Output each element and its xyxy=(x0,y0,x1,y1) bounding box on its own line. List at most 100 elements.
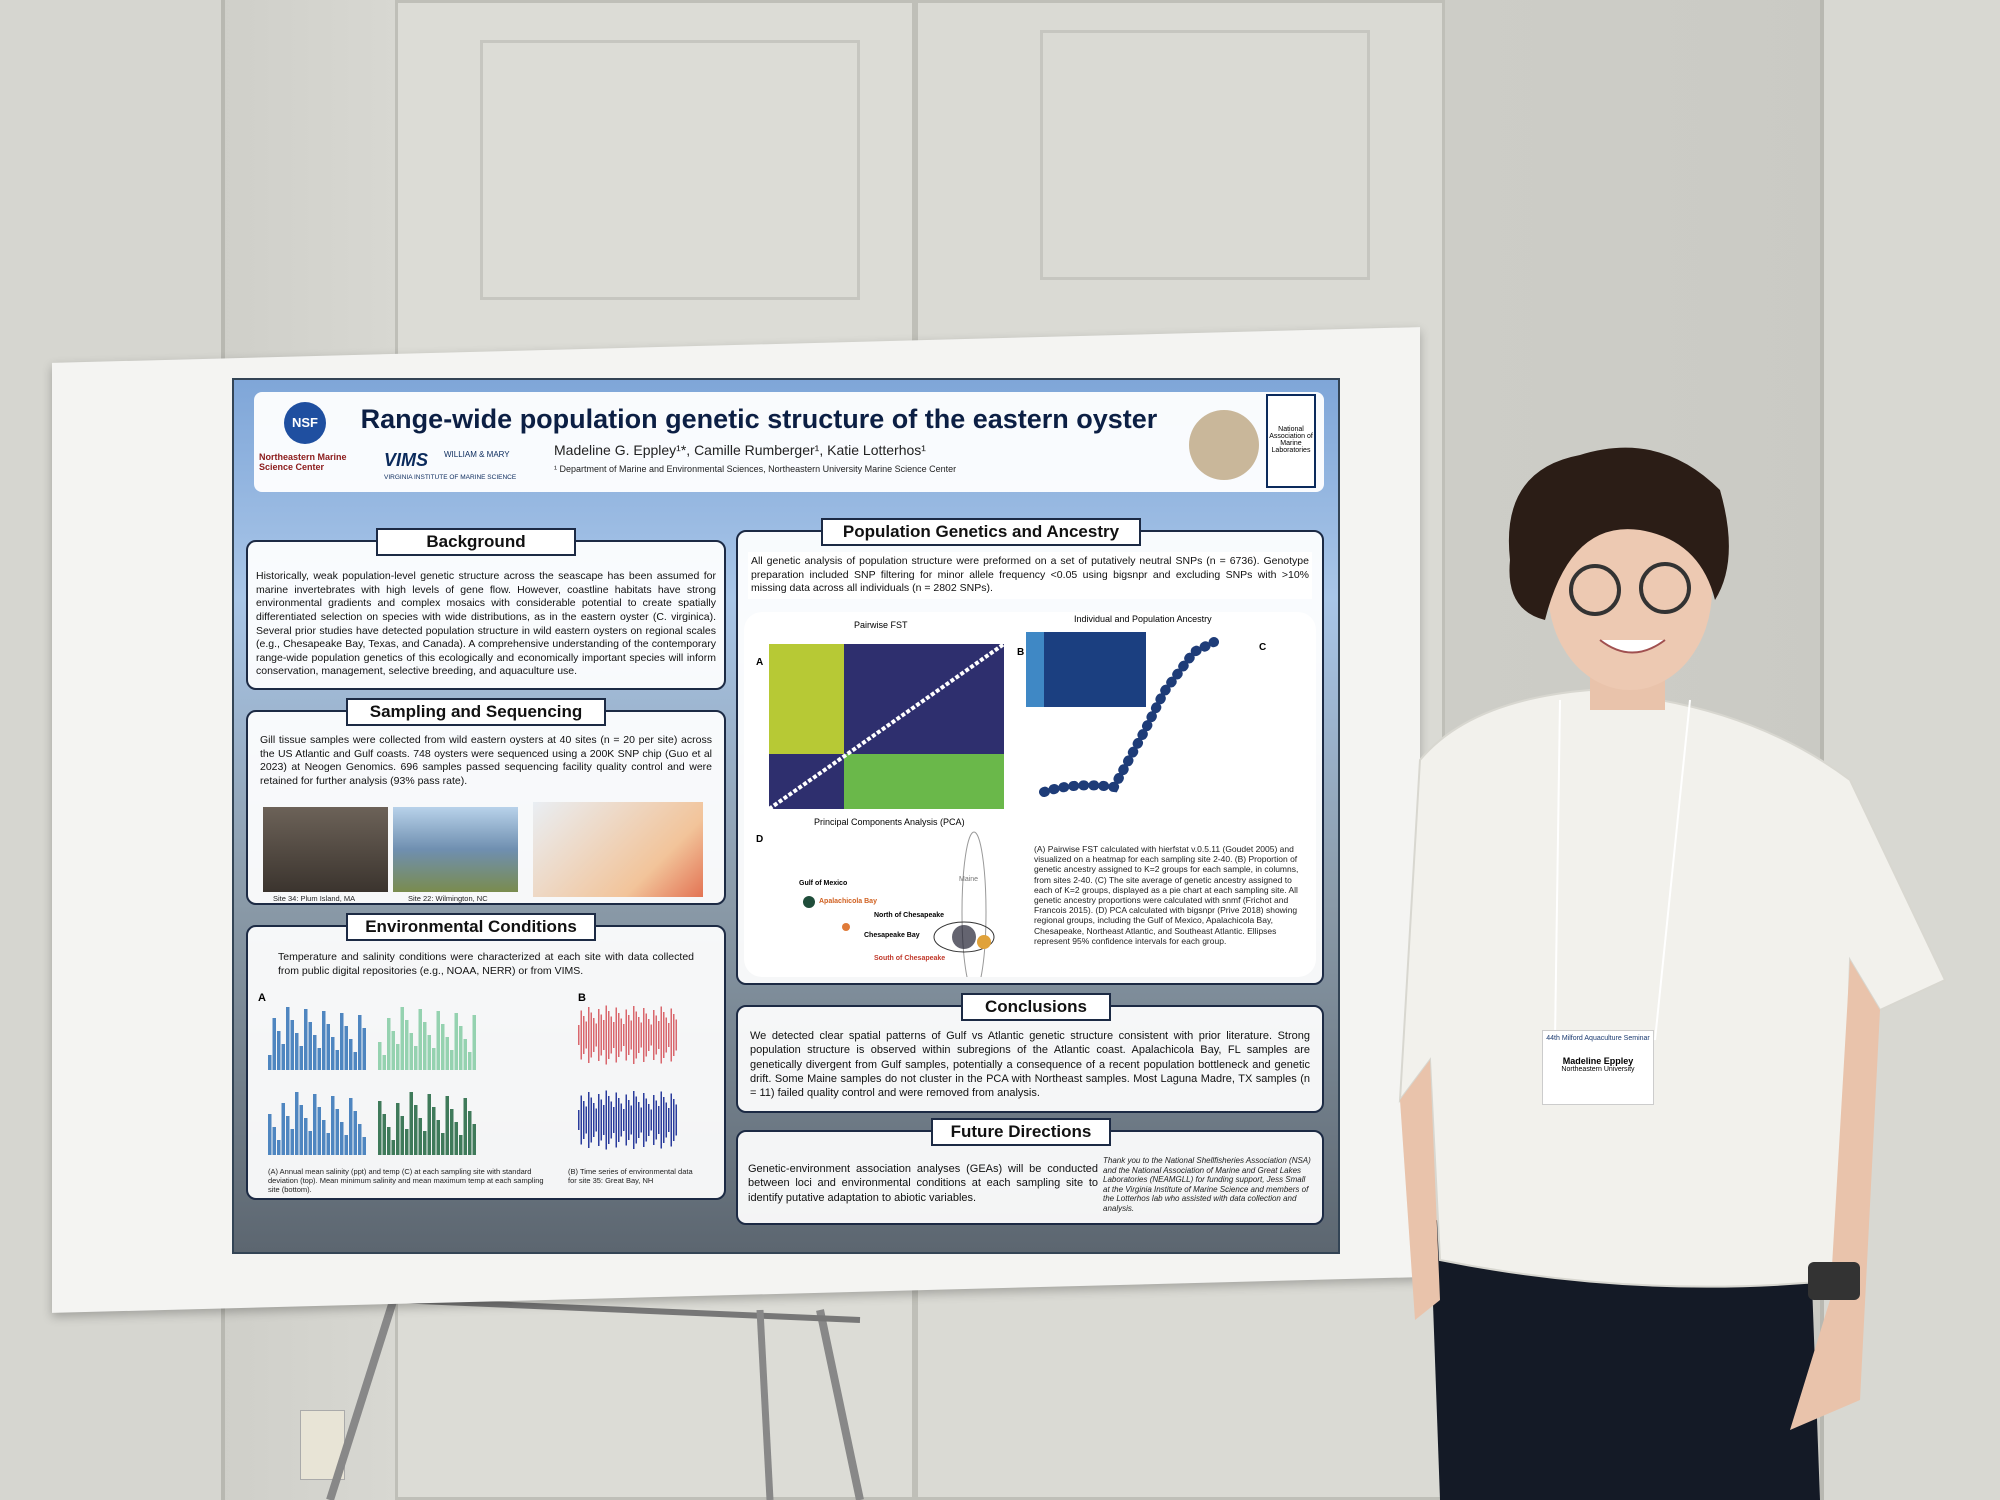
lanyard xyxy=(1654,699,1691,1041)
decor-bar xyxy=(295,1033,299,1070)
door-panel xyxy=(480,40,860,300)
poster: NSF Northeastern Marine Science Center V… xyxy=(232,378,1340,1254)
decor-bar xyxy=(655,1015,657,1055)
decor-bar xyxy=(396,1103,400,1155)
decor-bar xyxy=(593,1103,595,1137)
decor-bar xyxy=(400,1007,404,1070)
ancestry-bars xyxy=(1026,632,1044,707)
section-heading: Background xyxy=(376,528,576,556)
pca-group: Apalachicola Bay xyxy=(819,898,877,905)
decor-bar xyxy=(459,1135,463,1155)
decor-bar xyxy=(387,1018,391,1070)
shirt xyxy=(1398,688,1947,1288)
pants xyxy=(1430,1220,1820,1500)
watch xyxy=(1808,1262,1860,1300)
decor-bar xyxy=(645,1013,647,1057)
section-heading: Conclusions xyxy=(961,993,1111,1021)
decor-bar xyxy=(308,1022,312,1070)
pca-group: Gulf of Mexico xyxy=(799,880,848,887)
decor-bar xyxy=(595,1023,597,1047)
decor-bar xyxy=(295,1092,299,1155)
photo-caption: Site 34: Plum Island, MA xyxy=(273,894,356,903)
decor-bar xyxy=(605,1005,607,1065)
decor-bar xyxy=(432,1048,436,1070)
decor-bar xyxy=(400,1116,404,1155)
section-heading: Population Genetics and Ancestry xyxy=(821,518,1141,546)
decor-bar xyxy=(441,1024,445,1070)
decor-bar xyxy=(610,1016,612,1054)
authors: Madeline G. Eppley¹*, Camille Rumberger¹… xyxy=(554,442,926,458)
decor-bar xyxy=(382,1114,386,1155)
decor-bar xyxy=(580,1095,582,1145)
decor-bar xyxy=(472,1015,476,1070)
decor-bar xyxy=(643,1093,645,1147)
figure-title: Individual and Population Ancestry xyxy=(1074,614,1212,624)
acknowledgments: Thank you to the National Shellfisheries… xyxy=(1103,1156,1311,1213)
decor-bar xyxy=(583,1101,585,1139)
site-pies xyxy=(1039,637,1219,797)
decor-bar xyxy=(623,1024,625,1046)
logo-nsf: NSF xyxy=(284,402,326,444)
decor-bar xyxy=(618,1013,620,1057)
decor-bar xyxy=(272,1018,276,1070)
decor-bar xyxy=(450,1050,454,1070)
decor-bar xyxy=(362,1028,366,1070)
sampling-text: Gill tissue samples were collected from … xyxy=(260,734,712,787)
decor-bar xyxy=(635,1011,637,1059)
easel-leg xyxy=(756,1309,774,1500)
decor-bar xyxy=(313,1035,317,1070)
decor-bar xyxy=(304,1009,308,1070)
decor-bar xyxy=(653,1010,655,1060)
decor-bar xyxy=(344,1135,348,1155)
decor-bar xyxy=(615,1007,617,1063)
decor-bar xyxy=(450,1109,454,1155)
decor-bar xyxy=(290,1020,294,1070)
sampling-box: Gill tissue samples were collected from … xyxy=(246,710,726,905)
door-panel xyxy=(1040,30,1370,280)
decor-bar xyxy=(313,1094,317,1155)
decor-bar xyxy=(362,1137,366,1155)
decor-bar xyxy=(633,1006,635,1064)
decor-bar xyxy=(655,1100,657,1140)
decor-bar xyxy=(286,1116,290,1155)
badge-event: 44th Milford Aquaculture Seminar xyxy=(1546,1035,1650,1042)
decor-bar xyxy=(340,1013,344,1070)
pca-cluster xyxy=(803,896,815,908)
decor-bar xyxy=(645,1098,647,1142)
popgen-box: All genetic analysis of population struc… xyxy=(736,530,1324,985)
decor-bar xyxy=(331,1096,335,1155)
decor-bar xyxy=(673,1014,675,1056)
decor-bar xyxy=(409,1033,413,1070)
decor-bar xyxy=(427,1035,431,1070)
panel-label: A xyxy=(258,992,266,1004)
decor-bar xyxy=(613,1107,615,1133)
decor-bar xyxy=(668,1108,670,1132)
decor-bar xyxy=(635,1096,637,1144)
heatmap-block xyxy=(844,754,1004,809)
background-box: Historically, weak population-level gene… xyxy=(246,540,726,690)
decor-bar xyxy=(454,1122,458,1155)
pca-group: Chesapeake Bay xyxy=(864,932,920,939)
panel-label: B xyxy=(1017,647,1025,658)
popgen-text: All genetic analysis of population struc… xyxy=(748,552,1312,599)
decor-bar xyxy=(595,1108,597,1132)
decor-bar xyxy=(578,1025,580,1045)
decor-bar xyxy=(472,1124,476,1155)
decor-bar xyxy=(414,1105,418,1155)
decor-bar xyxy=(583,1016,585,1054)
decor-bar xyxy=(603,1020,605,1050)
decor-bar xyxy=(603,1105,605,1135)
decor-bar xyxy=(630,1105,632,1135)
pca-cluster xyxy=(952,925,976,949)
decor-bar xyxy=(353,1111,357,1155)
decor-bar xyxy=(405,1020,409,1070)
decor-bar xyxy=(468,1052,472,1070)
decor-bar xyxy=(598,1009,600,1061)
decor-bar xyxy=(585,1021,587,1049)
section-heading: Future Directions xyxy=(931,1118,1111,1146)
logo-vims: VIMS xyxy=(384,450,429,470)
decor-bar xyxy=(396,1044,400,1070)
heatmap-block xyxy=(769,644,844,754)
lanyard xyxy=(1554,699,1561,1041)
decor-bar xyxy=(468,1111,472,1155)
